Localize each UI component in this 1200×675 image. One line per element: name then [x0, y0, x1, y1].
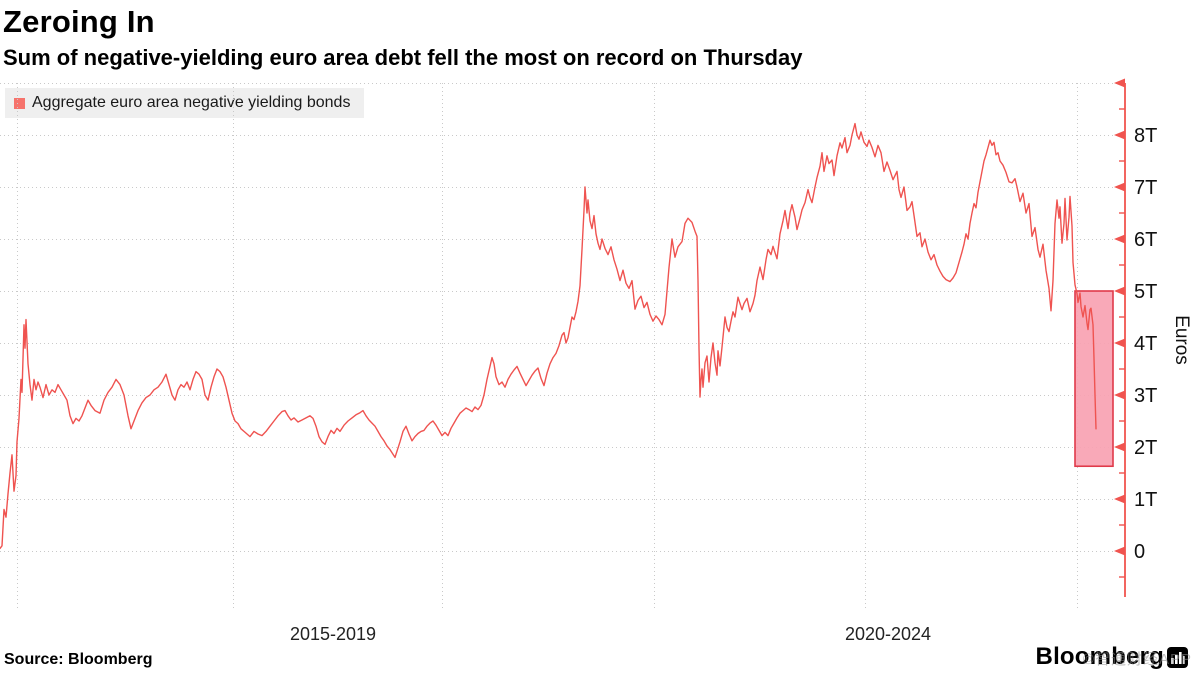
svg-text:2015-2019: 2015-2019	[290, 624, 376, 644]
legend: Aggregate euro area negative yielding bo…	[5, 88, 365, 118]
svg-text:2020-2024: 2020-2024	[845, 624, 931, 644]
svg-text:4T: 4T	[1134, 333, 1157, 355]
legend-label: Aggregate euro area negative yielding bo…	[32, 94, 351, 111]
y-axis-title: Euros	[1171, 315, 1192, 365]
svg-text:3T: 3T	[1134, 385, 1157, 407]
bar-chart-icon	[1167, 646, 1188, 668]
svg-text:5T: 5T	[1134, 281, 1157, 303]
svg-text:7T: 7T	[1134, 177, 1157, 199]
chart-subtitle: Sum of negative-yielding euro area debt …	[3, 45, 803, 70]
page-title: Zeroing In	[3, 4, 155, 39]
bloomberg-logo: Bloomberg	[1036, 643, 1188, 671]
y-tick-labels: 0 1T 2T 3T 4T 5T 6T 7T 8T	[1134, 125, 1157, 563]
svg-text:0: 0	[1134, 541, 1145, 563]
gridlines	[0, 83, 1125, 608]
legend-swatch-icon	[14, 97, 25, 109]
svg-text:6T: 6T	[1134, 229, 1157, 251]
svg-text:2T: 2T	[1134, 437, 1157, 459]
y-axis	[1114, 78, 1126, 597]
x-axis-labels: 2015-2019 2020-2024	[290, 624, 931, 644]
svg-text:1T: 1T	[1134, 489, 1157, 511]
svg-text:8T: 8T	[1134, 125, 1157, 147]
series-line	[0, 122, 1097, 550]
source-credit: Source: Bloomberg	[4, 651, 153, 668]
bloomberg-logo-text: Bloomberg	[1035, 643, 1164, 670]
